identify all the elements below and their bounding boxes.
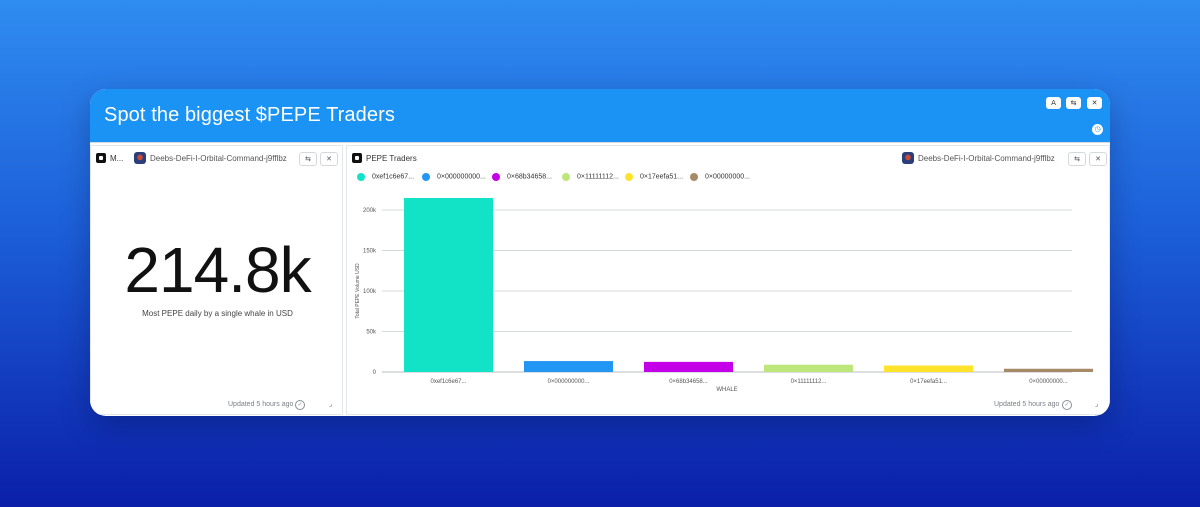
legend-item[interactable]: 0×11111112...: [562, 173, 619, 183]
dashboard-card: Spot the biggest $PEPE Traders A ⇆ ✕ ◷ M…: [90, 89, 1110, 416]
swap-icon[interactable]: ⇆: [1066, 97, 1081, 109]
legend-swatch: [357, 173, 365, 181]
check-icon: ✓: [1062, 400, 1072, 410]
legend-label: 0×000000000...: [437, 173, 486, 181]
close-icon[interactable]: ✕: [320, 152, 338, 166]
chart-panel-title: PEPE Traders: [366, 154, 417, 163]
legend-swatch: [422, 173, 430, 181]
swap-icon[interactable]: ⇆: [299, 152, 317, 166]
legend-swatch: [492, 173, 500, 181]
counter-panel-title: M...: [110, 154, 124, 163]
bar[interactable]: [1004, 368, 1093, 372]
x-tick-label: 0×68b34658...: [669, 379, 708, 385]
creator-avatar[interactable]: [134, 152, 146, 164]
font-size-button[interactable]: A: [1046, 97, 1061, 109]
legend-label: 0×00000000...: [705, 173, 750, 181]
counter-value: 214.8k: [124, 234, 311, 306]
close-icon[interactable]: ✕: [1087, 97, 1102, 109]
counter-caption: Most PEPE daily by a single whale in USD: [142, 309, 293, 318]
legend-item[interactable]: 0xef1c6e67...: [357, 173, 414, 183]
dashboard-header: Spot the biggest $PEPE Traders A ⇆ ✕ ◷: [90, 89, 1110, 143]
swap-icon[interactable]: ⇆: [1068, 152, 1086, 166]
updated-status: Updated 5 hours ago: [228, 401, 294, 408]
bar[interactable]: [884, 365, 973, 372]
resize-handle-icon[interactable]: ⌟: [1095, 400, 1099, 408]
legend-item[interactable]: 0×000000000...: [422, 173, 486, 183]
legend-swatch: [562, 173, 570, 181]
y-tick-label: 150k: [363, 249, 377, 255]
bar-chart: 0 50k 100k 150k 200k 0xef1c6e67... 0×000000000…: [355, 198, 1093, 393]
legend-item[interactable]: 0×68b34658...: [492, 173, 552, 183]
visualization-logo-icon: [352, 153, 362, 163]
x-tick-label: 0×11111112...: [791, 379, 827, 385]
visualization-logo-icon: [96, 153, 106, 163]
creator-name[interactable]: Deebs-DeFi-I-Orbital-Command-j9fflbz: [918, 154, 1055, 163]
x-tick-label: 0xef1c6e67...: [430, 379, 466, 385]
close-icon[interactable]: ✕: [1089, 152, 1107, 166]
bar[interactable]: [524, 361, 613, 372]
legend-swatch: [690, 173, 698, 181]
y-axis-title: Total PEPE Volume USD: [355, 263, 361, 319]
legend-label: 0×68b34658...: [507, 173, 552, 181]
dashboard-title: Spot the biggest $PEPE Traders: [104, 104, 395, 126]
legend-label: 0xef1c6e67...: [372, 173, 415, 181]
check-icon: ✓: [295, 400, 305, 410]
legend-item[interactable]: 0×17eefa51...: [625, 173, 683, 183]
legend-label: 0×11111112...: [577, 173, 619, 181]
y-tick-label: 200k: [363, 208, 377, 214]
bar[interactable]: [644, 361, 733, 372]
bar[interactable]: [764, 364, 853, 372]
y-tick-label: 100k: [363, 289, 377, 295]
y-tick-label: 50k: [366, 330, 377, 336]
chart-panel: PEPE Traders Deebs-DeFi-I-Orbital-Comman…: [346, 145, 1110, 415]
y-tick-label: 0: [373, 370, 377, 376]
counter-panel: M... Deebs-DeFi-I-Orbital-Command-j9fflb…: [90, 145, 343, 415]
legend-label: 0×17eefa51...: [640, 173, 684, 181]
bar[interactable]: [404, 198, 493, 372]
legend-item[interactable]: 0×00000000...: [690, 173, 750, 183]
creator-name[interactable]: Deebs-DeFi-I-Orbital-Command-j9fflbz: [150, 154, 287, 163]
x-tick-label: 0×000000000...: [548, 379, 590, 385]
x-tick-label: 0×00000000...: [1029, 379, 1068, 385]
clock-icon[interactable]: ◷: [1092, 124, 1103, 135]
legend-swatch: [625, 173, 633, 181]
creator-avatar[interactable]: [902, 152, 914, 164]
resize-handle-icon[interactable]: ⌟: [329, 400, 333, 408]
x-axis-title: WHALE: [716, 387, 737, 393]
x-tick-label: 0×17eefa51...: [910, 379, 947, 385]
updated-status: Updated 5 hours ago: [994, 401, 1060, 408]
